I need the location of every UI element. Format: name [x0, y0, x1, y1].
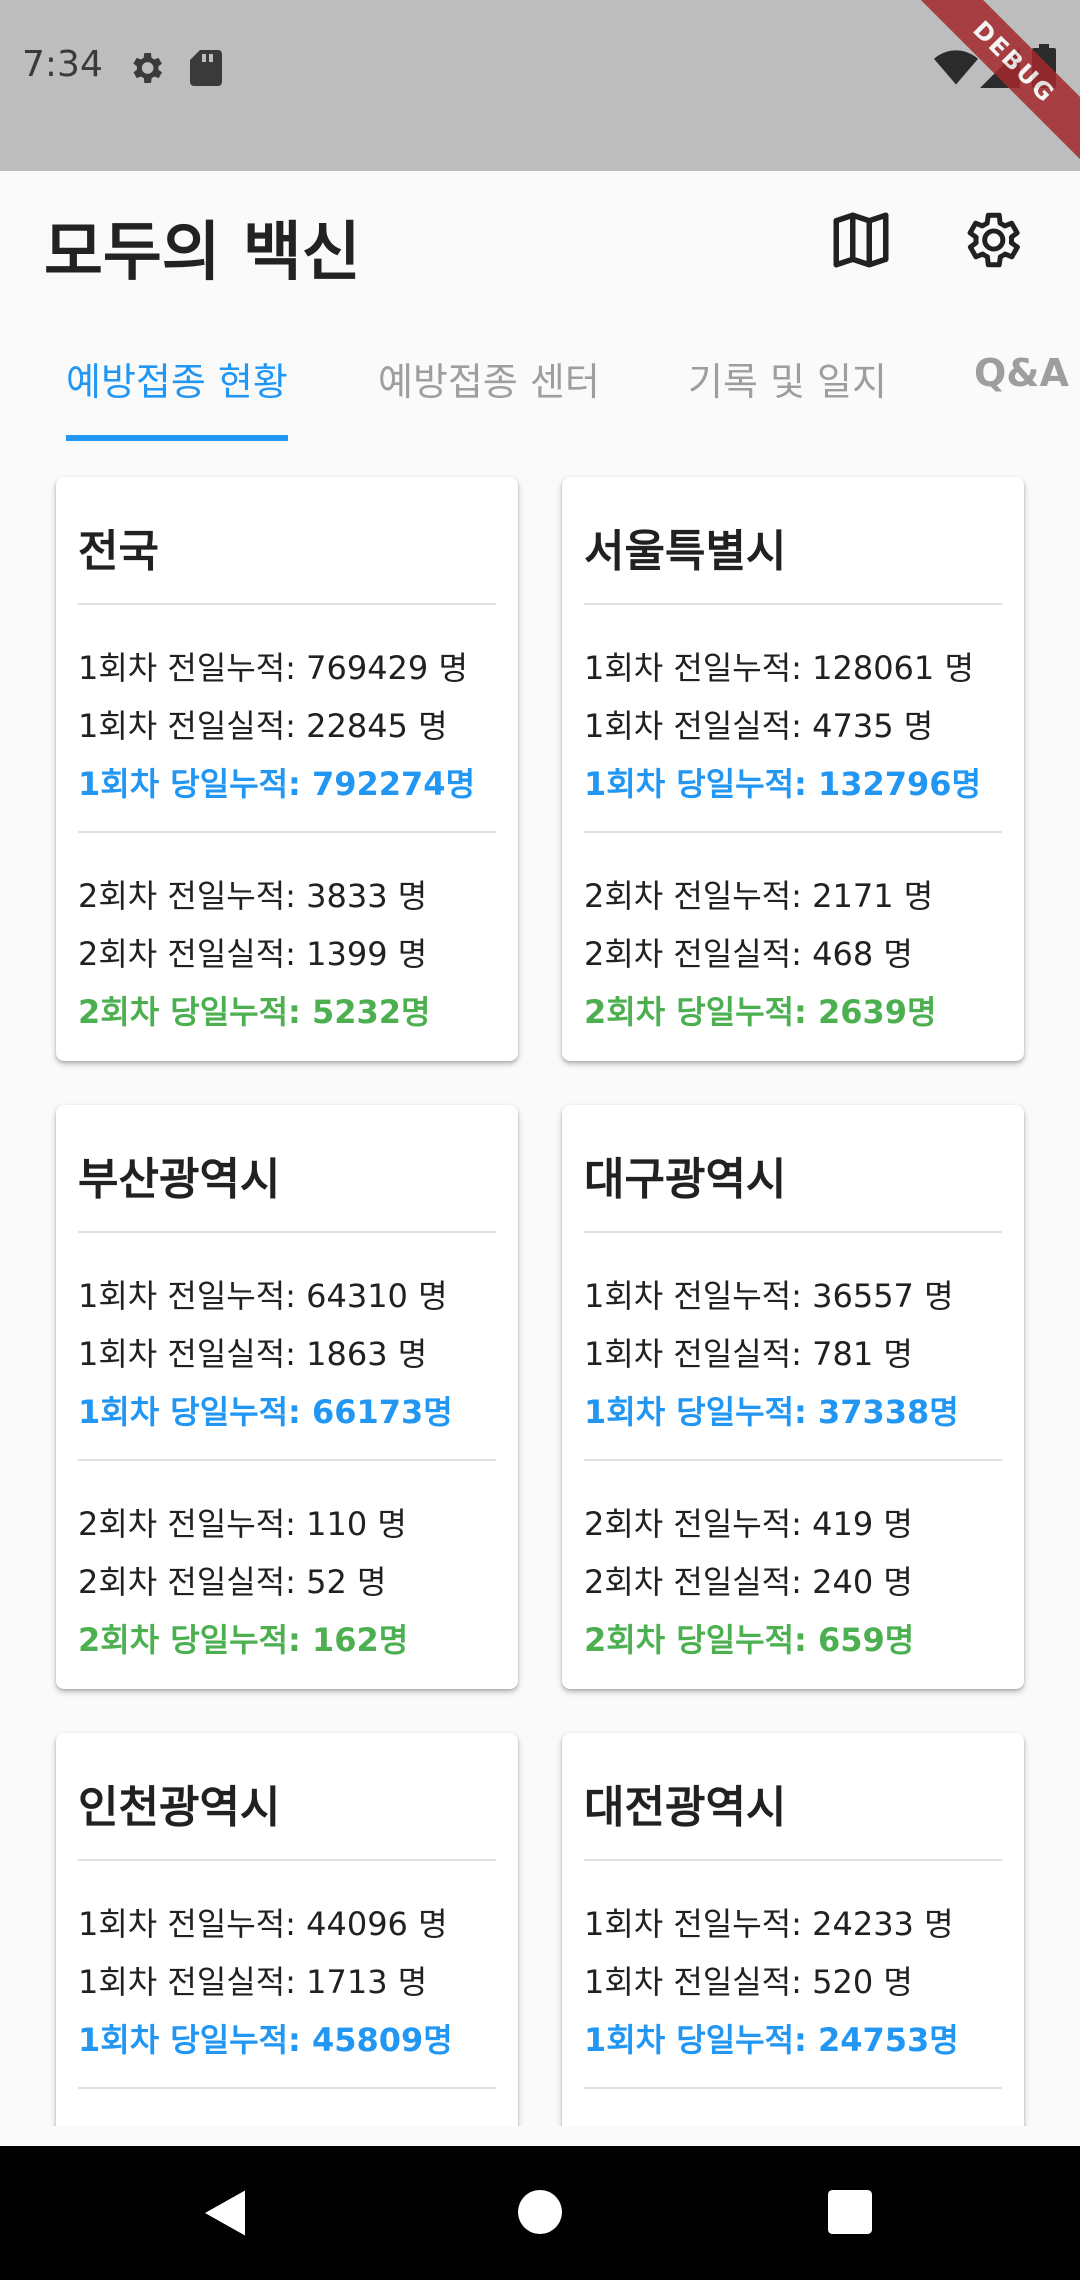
sd-card-icon [190, 50, 222, 86]
tab-indicator [66, 435, 288, 441]
status-time: 7:34 [22, 44, 103, 85]
dose2-prev-day: 2회차 전일실적: 1399 명 [78, 935, 428, 973]
dose1-today-total: 1회차 당일누적: 45809명 [78, 2021, 453, 2059]
dose1-prev-total: 1회차 전일누적: 769429 명 [78, 649, 468, 687]
divider [584, 1231, 1002, 1233]
recent-apps-icon[interactable] [828, 2190, 872, 2234]
divider [78, 1459, 496, 1461]
dose1-today-total: 1회차 당일누적: 792274명 [78, 765, 476, 803]
region-card[interactable]: 대구광역시 1회차 전일누적: 36557 명 1회차 전일실적: 781 명 … [562, 1105, 1024, 1689]
dose2-today-total: 2회차 당일누적: 2639명 [584, 993, 937, 1031]
tab-bar: 예방접종 현황 예방접종 센터 기록 및 일지 Q&A [0, 331, 1080, 441]
dose1-prev-day: 1회차 전일실적: 781 명 [584, 1335, 913, 1373]
gear-icon [133, 53, 162, 83]
region-card-grid[interactable]: 전국 1회차 전일누적: 769429 명 1회차 전일실적: 22845 명 … [0, 441, 1080, 2126]
dose1-prev-total: 1회차 전일누적: 44096 명 [78, 1905, 448, 1943]
region-card[interactable]: 서울특별시 1회차 전일누적: 128061 명 1회차 전일실적: 4735 … [562, 477, 1024, 1061]
divider [584, 1859, 1002, 1861]
region-name: 서울특별시 [584, 526, 787, 577]
divider [78, 1231, 496, 1233]
divider [584, 1459, 1002, 1461]
dose1-prev-day: 1회차 전일실적: 22845 명 [78, 707, 448, 745]
dose2-today-total: 2회차 당일누적: 5232명 [78, 993, 431, 1031]
region-name: 인천광역시 [78, 1782, 281, 1833]
status-bar: 7:34 DEBUG [0, 0, 1080, 171]
dose1-prev-day: 1회차 전일실적: 4735 명 [584, 707, 934, 745]
app-bar: 모두의 백신 [0, 171, 1080, 331]
dose1-prev-day: 1회차 전일실적: 1713 명 [78, 1963, 428, 2001]
dose2-prev-total: 2회차 전일누적: 110 명 [78, 1505, 407, 1543]
dose1-today-total: 1회차 당일누적: 132796명 [584, 765, 982, 803]
region-name: 대전광역시 [584, 1782, 787, 1833]
home-icon[interactable] [518, 2190, 562, 2234]
wifi-icon [934, 50, 978, 85]
divider [584, 831, 1002, 833]
divider [78, 831, 496, 833]
region-card[interactable]: 부산광역시 1회차 전일누적: 64310 명 1회차 전일실적: 1863 명… [56, 1105, 518, 1689]
back-icon[interactable] [200, 2188, 250, 2238]
dose1-prev-total: 1회차 전일누적: 36557 명 [584, 1277, 954, 1315]
dose2-prev-total: 2회차 전일누적: 3833 명 [78, 877, 428, 915]
dose2-today-total: 2회차 당일누적: 162명 [78, 1621, 409, 1659]
dose2-prev-day: 2회차 전일실적: 52 명 [78, 1563, 387, 1601]
region-name: 부산광역시 [78, 1154, 281, 1205]
dose1-prev-total: 1회차 전일누적: 128061 명 [584, 649, 974, 687]
dose1-today-total: 1회차 당일누적: 37338명 [584, 1393, 959, 1431]
system-nav-bar [0, 2146, 1080, 2280]
divider [584, 2087, 1002, 2089]
tab-vaccination-status[interactable]: 예방접종 현황 [66, 360, 288, 404]
tab-qna[interactable]: Q&A [974, 351, 1069, 395]
tab-records-journal[interactable]: 기록 및 일지 [688, 360, 887, 404]
dose1-prev-total: 1회차 전일누적: 24233 명 [584, 1905, 954, 1943]
dose1-prev-day: 1회차 전일실적: 520 명 [584, 1963, 913, 2001]
divider [78, 1859, 496, 1861]
region-card[interactable]: 인천광역시 1회차 전일누적: 44096 명 1회차 전일실적: 1713 명… [56, 1733, 518, 2126]
region-card[interactable]: 전국 1회차 전일누적: 769429 명 1회차 전일실적: 22845 명 … [56, 477, 518, 1061]
divider [78, 603, 496, 605]
region-card[interactable]: 대전광역시 1회차 전일누적: 24233 명 1회차 전일실적: 520 명 … [562, 1733, 1024, 2126]
region-name: 대구광역시 [584, 1154, 787, 1205]
dose1-prev-total: 1회차 전일누적: 64310 명 [78, 1277, 448, 1315]
dose2-today-total: 2회차 당일누적: 659명 [584, 1621, 915, 1659]
divider [78, 2087, 496, 2089]
dose1-prev-day: 1회차 전일실적: 1863 명 [78, 1335, 428, 1373]
gear-icon[interactable] [958, 207, 1024, 273]
app-title: 모두의 백신 [44, 216, 361, 290]
tab-vaccination-center[interactable]: 예방접종 센터 [378, 360, 600, 404]
map-icon[interactable] [828, 207, 894, 273]
divider [584, 603, 1002, 605]
region-name: 전국 [78, 526, 159, 577]
dose2-prev-total: 2회차 전일누적: 419 명 [584, 1505, 913, 1543]
dose2-prev-day: 2회차 전일실적: 468 명 [584, 935, 913, 973]
dose2-prev-total: 2회차 전일누적: 2171 명 [584, 877, 934, 915]
dose1-today-total: 1회차 당일누적: 24753명 [584, 2021, 959, 2059]
dose2-prev-day: 2회차 전일실적: 240 명 [584, 1563, 913, 1601]
dose1-today-total: 1회차 당일누적: 66173명 [78, 1393, 453, 1431]
